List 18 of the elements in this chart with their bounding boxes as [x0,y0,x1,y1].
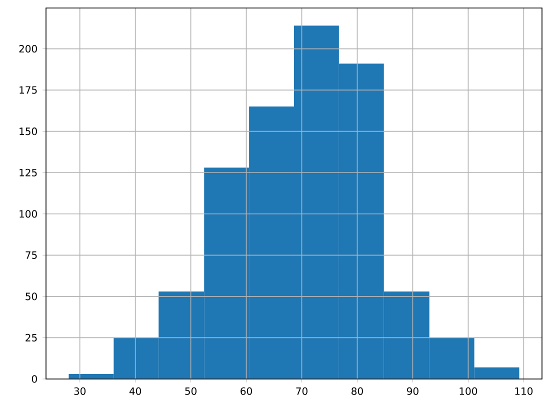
x-tick-label: 90 [406,387,418,395]
y-tick-label: 125 [20,168,37,176]
x-tick-label: 80 [352,387,363,395]
x-tick-label: 40 [129,387,142,395]
x-tick-label: 70 [296,387,308,395]
y-tick-label: 200 [19,44,37,53]
x-tick-label: 100 [460,387,478,395]
y-tick-label: 150 [20,128,37,136]
y-tick-label: 25 [26,334,37,342]
y-tick-label: 100 [20,210,37,218]
x-tick-label: 110 [515,387,533,395]
x-tick-label: 30 [74,387,86,395]
y-tick-label: 0 [32,375,37,383]
x-tick-label: 50 [185,387,197,395]
y-tick-label: 75 [26,251,37,259]
y-tick-label: 175 [20,86,37,94]
x-tick-label: 60 [240,387,252,395]
y-tick-label: 50 [26,292,37,300]
